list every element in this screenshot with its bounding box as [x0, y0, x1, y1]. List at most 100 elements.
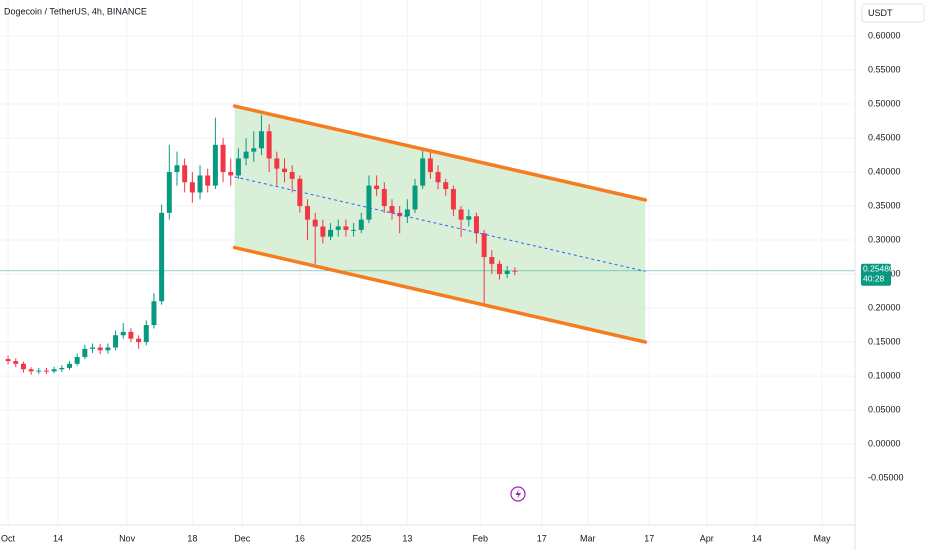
- candle-body: [20, 363, 26, 370]
- y-tick-label: 0.30000: [868, 234, 901, 244]
- y-tick-label: 0.15000: [868, 336, 901, 346]
- x-tick-label: 13: [402, 533, 412, 543]
- candle-body: [82, 348, 88, 358]
- candle-body: [258, 131, 264, 149]
- candle-body: [450, 189, 456, 210]
- candle-body: [281, 168, 287, 173]
- x-tick-label: 14: [752, 533, 762, 543]
- candle-body: [43, 370, 49, 372]
- x-tick-label: Nov: [119, 533, 136, 543]
- candle-body: [166, 172, 172, 213]
- candle-body: [128, 331, 134, 339]
- candle-body: [243, 151, 249, 159]
- y-tick-label: 0.00000: [868, 438, 901, 448]
- candle-body: [90, 347, 96, 349]
- candle-body: [443, 182, 449, 190]
- candle-body: [59, 367, 65, 370]
- candle-body: [220, 144, 226, 173]
- x-tick-label: Dec: [234, 533, 251, 543]
- candle-body: [320, 226, 326, 237]
- candle-body: [458, 209, 464, 220]
- candle-body: [205, 175, 211, 186]
- x-tick-label: Feb: [473, 533, 489, 543]
- candle-body: [159, 212, 165, 302]
- candle-body: [289, 172, 295, 179]
- symbol-title: Dogecoin / TetherUS, 4h, BINANCE: [4, 6, 147, 16]
- plot: [0, 104, 855, 375]
- x-tick-label: 16: [295, 533, 305, 543]
- candle-body: [496, 263, 502, 275]
- x-tick-label: 17: [644, 533, 654, 543]
- candle-body: [312, 219, 318, 227]
- candle-body: [74, 357, 80, 364]
- candle-body: [404, 209, 410, 217]
- countdown: 40:28: [863, 274, 885, 284]
- x-tick-label: 17: [537, 533, 547, 543]
- y-tick-label: 0.35000: [868, 200, 901, 210]
- candle-body: [174, 165, 180, 173]
- candle-body: [466, 216, 472, 220]
- candle-body: [189, 182, 195, 193]
- x-tick-label: Apr: [700, 533, 714, 543]
- candle-body: [182, 165, 188, 183]
- candle-body: [151, 301, 157, 326]
- candle-body: [105, 347, 111, 351]
- candle-body: [113, 335, 119, 348]
- candle-body: [481, 233, 487, 258]
- y-tick-label: -0.05000: [868, 472, 904, 482]
- candle-body: [374, 185, 380, 190]
- candle-body: [297, 178, 303, 207]
- y-tick-label: 0.40000: [868, 166, 901, 176]
- candle-body: [381, 189, 387, 207]
- channel-upper: [232, 104, 648, 202]
- candle-body: [36, 370, 42, 372]
- price-badge: [861, 263, 891, 286]
- candle-body: [328, 229, 334, 237]
- lightning: [515, 489, 521, 499]
- candle-body: [358, 219, 364, 230]
- candle-body: [305, 206, 311, 220]
- candle-body: [66, 363, 72, 368]
- candle-body: [251, 148, 257, 152]
- y-tick-label: 0.20000: [868, 302, 901, 312]
- candle-body: [120, 331, 126, 336]
- candle-body: [489, 257, 495, 264]
- candle-body: [28, 369, 34, 372]
- candle-body: [266, 131, 272, 159]
- y-tick-label: 0.50000: [868, 98, 901, 108]
- y-tick-label: 0.45000: [868, 132, 901, 142]
- candle-body: [143, 325, 149, 343]
- candle-body: [435, 172, 441, 183]
- candle-body: [274, 158, 280, 169]
- x-tick-label: 18: [187, 533, 197, 543]
- candle-body: [228, 172, 234, 176]
- y-tick-label: 0.10000: [868, 370, 901, 380]
- x-tick-label: Oct: [1, 533, 16, 543]
- candle-body: [427, 158, 433, 173]
- axes: -0.05000 0.00000 0.05000 0.10000 0.15000 0.20…: [1, 30, 903, 543]
- candle-body: [504, 270, 510, 275]
- candle-body: [512, 270, 518, 272]
- channel-mid: [234, 176, 646, 272]
- y-tick-label: 0.60000: [868, 30, 901, 40]
- currency-box[interactable]: [861, 3, 925, 23]
- price-label: 0.25480: [863, 264, 894, 274]
- channel-lower: [232, 245, 648, 344]
- candle-body: [335, 226, 341, 230]
- candle-body: [420, 158, 426, 186]
- candle-body: [197, 175, 203, 193]
- candle-body: [366, 185, 372, 220]
- candle-body: [412, 185, 418, 210]
- candle-body: [5, 359, 11, 362]
- candle-body: [13, 361, 19, 364]
- y-tick-label: 0.05000: [868, 404, 901, 414]
- candle-body: [389, 206, 395, 213]
- x-tick-label: 14: [53, 533, 63, 543]
- candle-body: [473, 216, 479, 234]
- candle-body: [97, 347, 103, 351]
- candle-body: [343, 226, 349, 230]
- x-tick-label: Mar: [580, 533, 596, 543]
- candle-body: [51, 369, 57, 372]
